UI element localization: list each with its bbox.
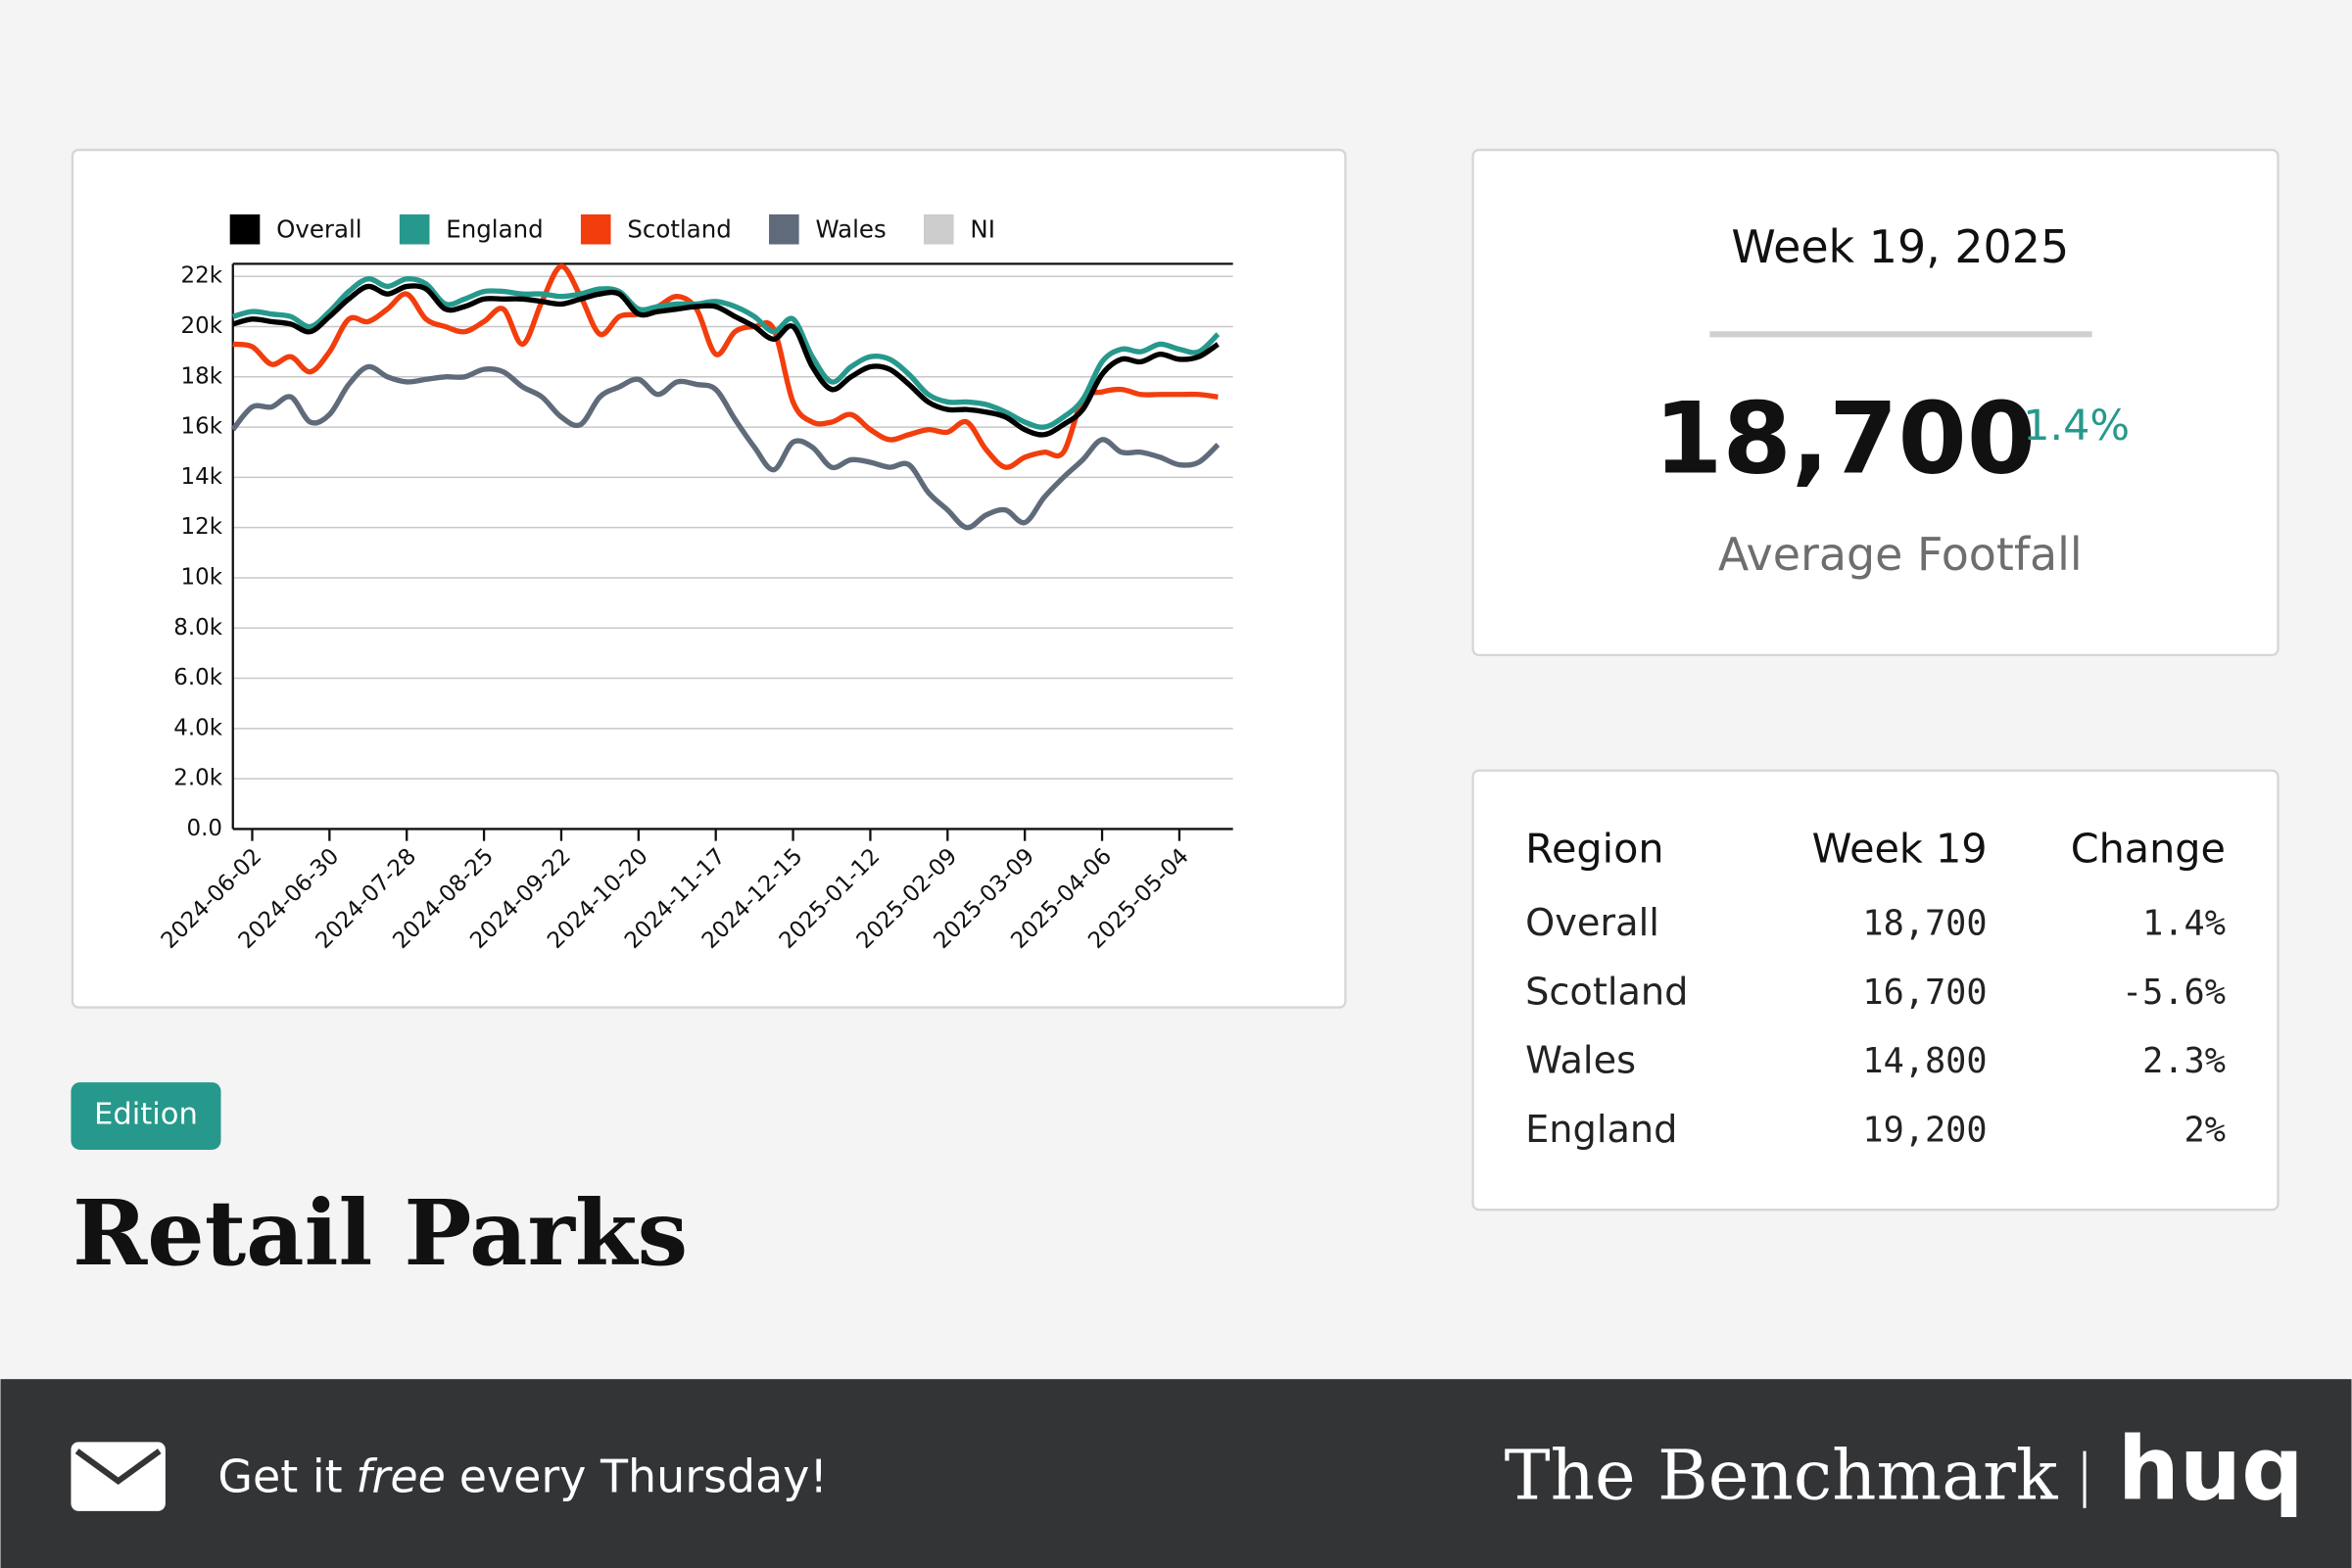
y-tick-label: 14k — [181, 464, 223, 490]
table-number: -5.6% — [2122, 973, 2226, 1013]
summary-title: Week 19, 2025 — [1731, 220, 2069, 273]
table-header: Region — [1525, 825, 1663, 872]
summary-label: Average Footfall — [1718, 528, 2083, 581]
summary-card — [1471, 148, 2280, 657]
mail-icon — [71, 1442, 166, 1511]
y-tick-label: 8.0k — [173, 615, 222, 641]
y-tick-label: 0.0 — [187, 816, 222, 841]
y-tick-label: 2.0k — [173, 766, 222, 791]
cta-emphasis: free — [356, 1449, 446, 1502]
divider — [1709, 331, 2092, 338]
footer — [0, 1379, 2352, 1568]
series-line — [232, 263, 1219, 470]
series-line — [232, 283, 1220, 438]
table-number: 2% — [2184, 1111, 2226, 1151]
y-tick-label: 20k — [181, 313, 223, 339]
table-number: 1.4% — [2142, 903, 2226, 943]
legend-label: Wales — [815, 215, 886, 244]
y-tick-label: 10k — [181, 564, 223, 590]
table-number: 2.3% — [2142, 1041, 2226, 1081]
table-number: 16,700 — [1862, 973, 1987, 1013]
footer-cta: Get it free every Thursday! — [217, 1449, 827, 1502]
brand: The Benchmark — [1505, 1436, 2059, 1516]
table-header: Change — [2071, 825, 2226, 872]
table-card — [1471, 769, 2280, 1212]
legend-swatch — [923, 214, 954, 245]
legend-label: NI — [970, 215, 995, 244]
y-tick-label: 6.0k — [173, 665, 222, 690]
y-tick-label: 4.0k — [173, 715, 222, 740]
series-line — [230, 363, 1221, 531]
y-tick-label: 16k — [181, 414, 223, 440]
legend-swatch — [399, 214, 430, 245]
table-region: England — [1525, 1108, 1677, 1152]
table-region: Overall — [1525, 901, 1659, 945]
summary-change: 1.4% — [2023, 402, 2130, 451]
legend-label: Scotland — [627, 215, 731, 244]
y-tick-label: 22k — [181, 263, 223, 289]
edition-badge — [71, 1082, 221, 1150]
mail-flap — [74, 1449, 162, 1486]
legend-label: England — [446, 215, 543, 244]
cta-part: Get it — [217, 1449, 342, 1502]
series-line — [232, 276, 1221, 430]
y-tick-label: 12k — [181, 514, 223, 540]
headline: Retail Parks — [72, 1180, 688, 1286]
legend-swatch — [769, 214, 799, 245]
table-region: Scotland — [1525, 970, 1688, 1014]
table-number: 19,200 — [1862, 1111, 1987, 1151]
edition-label: Edition — [94, 1097, 198, 1131]
y-tick-label: 18k — [181, 363, 223, 389]
cta-part: every Thursday! — [459, 1449, 828, 1502]
table: Region Week 19 Change Overall 18,700 1.4% Scot… — [1525, 825, 2226, 1152]
logo: huq — [2118, 1419, 2304, 1520]
legend-label: Overall — [276, 215, 361, 244]
chart-card — [71, 148, 1347, 1009]
legend-swatch — [229, 214, 261, 245]
table-number: 14,800 — [1862, 1041, 1987, 1081]
legend-swatch — [580, 214, 611, 245]
table-header: Week 19 — [1812, 825, 1988, 872]
table-region: Wales — [1525, 1039, 1636, 1083]
brand-separator — [2083, 1450, 2087, 1508]
table-number: 18,700 — [1862, 903, 1987, 943]
summary-value: 18,700 — [1654, 380, 2036, 496]
